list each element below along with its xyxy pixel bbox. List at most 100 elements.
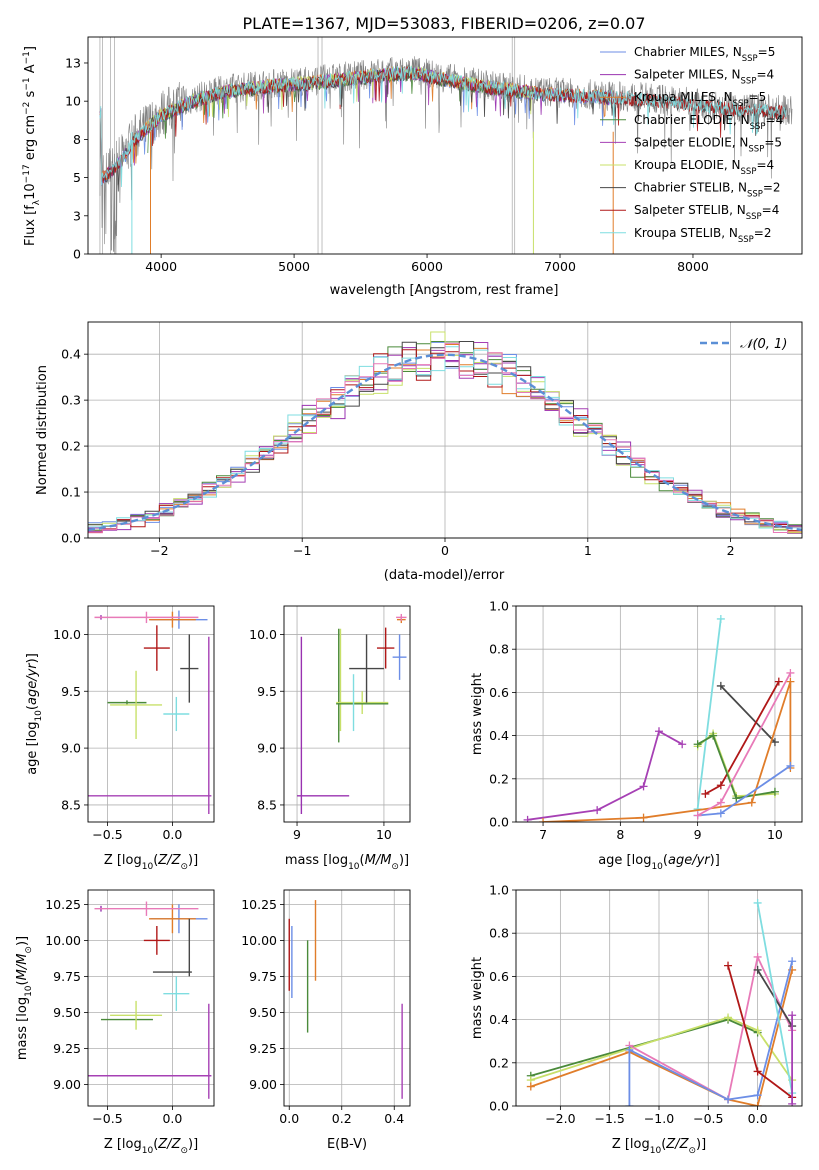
series-marker-chabrier_stelib xyxy=(770,738,779,747)
y-tick-label: 0.0 xyxy=(61,531,81,546)
massweight-vs-age-xlabel-part: )] xyxy=(710,853,720,868)
age-vs-mass-xlabel-part: )] xyxy=(399,853,409,868)
x-tick-label: −1 xyxy=(293,543,311,558)
series-marker-salpeter_elodie xyxy=(788,1099,797,1106)
y-tick-label: 5 xyxy=(73,170,81,185)
spectrum-ylabel-part: ] xyxy=(23,46,38,51)
y-tick-label: 3 xyxy=(73,208,81,223)
y-tick-label: 0.0 xyxy=(489,1099,509,1114)
y-tick-label: 10.0 xyxy=(249,627,277,642)
mass_vs_EBV-axes: 0.0 0.2 0.4 9.00 9.25 9.50 9.75 10.00 10.25 xyxy=(241,889,411,1126)
residuals-axes: −2 −1 0 1 2 0.0 0.1 0.2 0.3 0.4 xyxy=(61,321,803,558)
y-tick-label: 13 xyxy=(65,55,81,70)
spectrum-ylabel-part: 10 xyxy=(23,183,38,200)
massweight_vs_Z-axes: −2.0 −1.5 −1.0 −0.5 0.0 0.0 0.2 0.4 0.6 0.8 1.0 xyxy=(489,883,803,1126)
series-marker-kroupa_elodie xyxy=(724,1013,733,1022)
y-tick-label: 1.0 xyxy=(489,599,509,614)
legend-label-part: =4 xyxy=(762,203,780,217)
y-tick-label: 8.5 xyxy=(61,797,81,812)
axes-frame xyxy=(87,889,215,1107)
legend-label-part: =2 xyxy=(754,226,772,240)
mass_vs_Z-marks xyxy=(88,901,212,1099)
legend-label: Kroupa STELIB, NSSP=2 xyxy=(634,226,772,245)
y-tick-label: 0 xyxy=(73,247,81,262)
series-marker-salpeter_stelib xyxy=(753,1067,762,1076)
y-tick-label: 0.4 xyxy=(61,347,81,362)
age-vs-Z-ylabel: age [log10(age/yr)] xyxy=(25,653,44,775)
y-tick-label: 9.00 xyxy=(53,1077,81,1092)
legend-label-part: Kroupa ELODIE, N xyxy=(634,158,741,172)
y-tick-label: 10.0 xyxy=(53,627,81,642)
legend-label: 𝒩(0, 1) xyxy=(740,337,787,352)
y-tick-label: 9.25 xyxy=(249,1041,277,1056)
spectrum-ylabel-part: −2 xyxy=(22,102,32,115)
x-tick-label: 0.0 xyxy=(162,827,182,842)
legend-label: Salpeter STELIB, NSSP=4 xyxy=(634,203,779,222)
series-marker-chabrier_elodie xyxy=(709,731,718,740)
series-marker-salpeter_stelib xyxy=(774,677,783,686)
spectrum-marks xyxy=(99,37,793,254)
axes-frame xyxy=(283,889,411,1107)
y-tick-label: 10.00 xyxy=(45,933,81,948)
y-tick-label: 0.3 xyxy=(61,393,81,408)
spectrum-ylabel-part: −1 xyxy=(22,77,32,90)
mass_vs_EBV-marks xyxy=(288,900,403,1099)
mass-vs-Z-xlabel-part: 10 xyxy=(142,1146,154,1156)
legend-label-part: SSP xyxy=(741,167,757,177)
legend-label-part: Kroupa MILES, N xyxy=(634,90,733,104)
massweight-vs-Z-xlabel-part: ⊙ xyxy=(688,1146,696,1156)
series-line-salpeter_elodie xyxy=(527,729,683,821)
x-tick-label: −2.0 xyxy=(545,1111,575,1126)
y-tick-label: 8.5 xyxy=(257,797,277,812)
x-tick-label: 9 xyxy=(293,827,301,842)
mass-vs-Z-ylabel-part: mass [log xyxy=(15,997,30,1060)
series-line-chabrier_miles xyxy=(628,961,793,1106)
age-vs-mass-xlabel-part: ( xyxy=(360,853,365,868)
age-vs-mass-xlabel-part: mass [log xyxy=(285,853,348,868)
legend-label-part: Kroupa STELIB, N xyxy=(634,226,738,240)
series-line-kroupa_stelib xyxy=(756,902,793,1094)
massweight-vs-Z-xlabel-part: 10 xyxy=(650,1146,662,1156)
axes-frame xyxy=(87,36,803,255)
series-marker-salpeter_elodie xyxy=(788,1011,797,1020)
mass-vs-Z-xlabel-part: ( xyxy=(153,1137,158,1152)
age-vs-Z-ylabel-part: )] xyxy=(25,653,40,663)
y-tick-label: 9.5 xyxy=(61,684,81,699)
age-vs-Z-xlabel-part: 10 xyxy=(142,862,154,872)
spectrum-ylabel-part: A xyxy=(23,64,38,77)
legend-label-part: =5 xyxy=(764,135,782,149)
legend-label-part: Salpeter STELIB, N xyxy=(634,203,746,217)
spectrum-ylabel-part: erg cm xyxy=(23,115,38,164)
series-line-chabrier_stelib xyxy=(720,685,776,743)
mass_vs_Z-axes: −0.5 0.0 9.00 9.25 9.50 9.75 10.00 10.25 xyxy=(45,889,215,1126)
massweight-vs-Z-xlabel-part: )] xyxy=(696,1137,706,1152)
series-marker-salpeter_elodie xyxy=(593,806,602,815)
mass-vs-EBV-xlabel: E(B-V) xyxy=(327,1137,367,1152)
series-line-salpeter_stelib xyxy=(727,965,793,1099)
x-tick-label: 4000 xyxy=(145,259,177,274)
series-marker-chabrier_stelib xyxy=(716,681,725,690)
figure-title: PLATE=1367, MJD=53083, FIBERID=0206, z=0… xyxy=(242,14,645,33)
y-tick-label: 0.2 xyxy=(489,1055,509,1070)
age-vs-Z-xlabel-part: Z [log xyxy=(104,853,142,868)
series-marker-kroupa_miles xyxy=(526,1082,535,1091)
series-marker-kroupa_elodie xyxy=(753,1026,762,1035)
series-marker-salpeter_elodie xyxy=(523,815,532,822)
axes-frame xyxy=(283,605,411,823)
mass-vs-Z-ylabel-part: ⊙ xyxy=(24,946,34,954)
y-tick-label: 0.2 xyxy=(489,771,509,786)
x-tick-label: 6000 xyxy=(411,259,443,274)
series-marker-pink xyxy=(753,952,762,961)
y-tick-label: 9.5 xyxy=(257,684,277,699)
residuals-ylabel: Normed distribution xyxy=(35,365,50,495)
mass-vs-Z-xlabel-part: Z/Z xyxy=(157,1137,181,1152)
y-tick-label: 10.25 xyxy=(45,897,81,912)
series-marker-kroupa_miles xyxy=(747,798,756,807)
series-marker-kroupa_stelib xyxy=(716,614,725,623)
series-line-kroupa_miles xyxy=(543,681,792,822)
mass-vs-Z-ylabel-part: ( xyxy=(15,980,30,985)
series-marker-pink xyxy=(716,798,725,807)
y-tick-label: 9.0 xyxy=(61,741,81,756)
series-marker-salpeter_elodie xyxy=(678,740,687,749)
x-tick-label: −0.5 xyxy=(92,827,122,842)
